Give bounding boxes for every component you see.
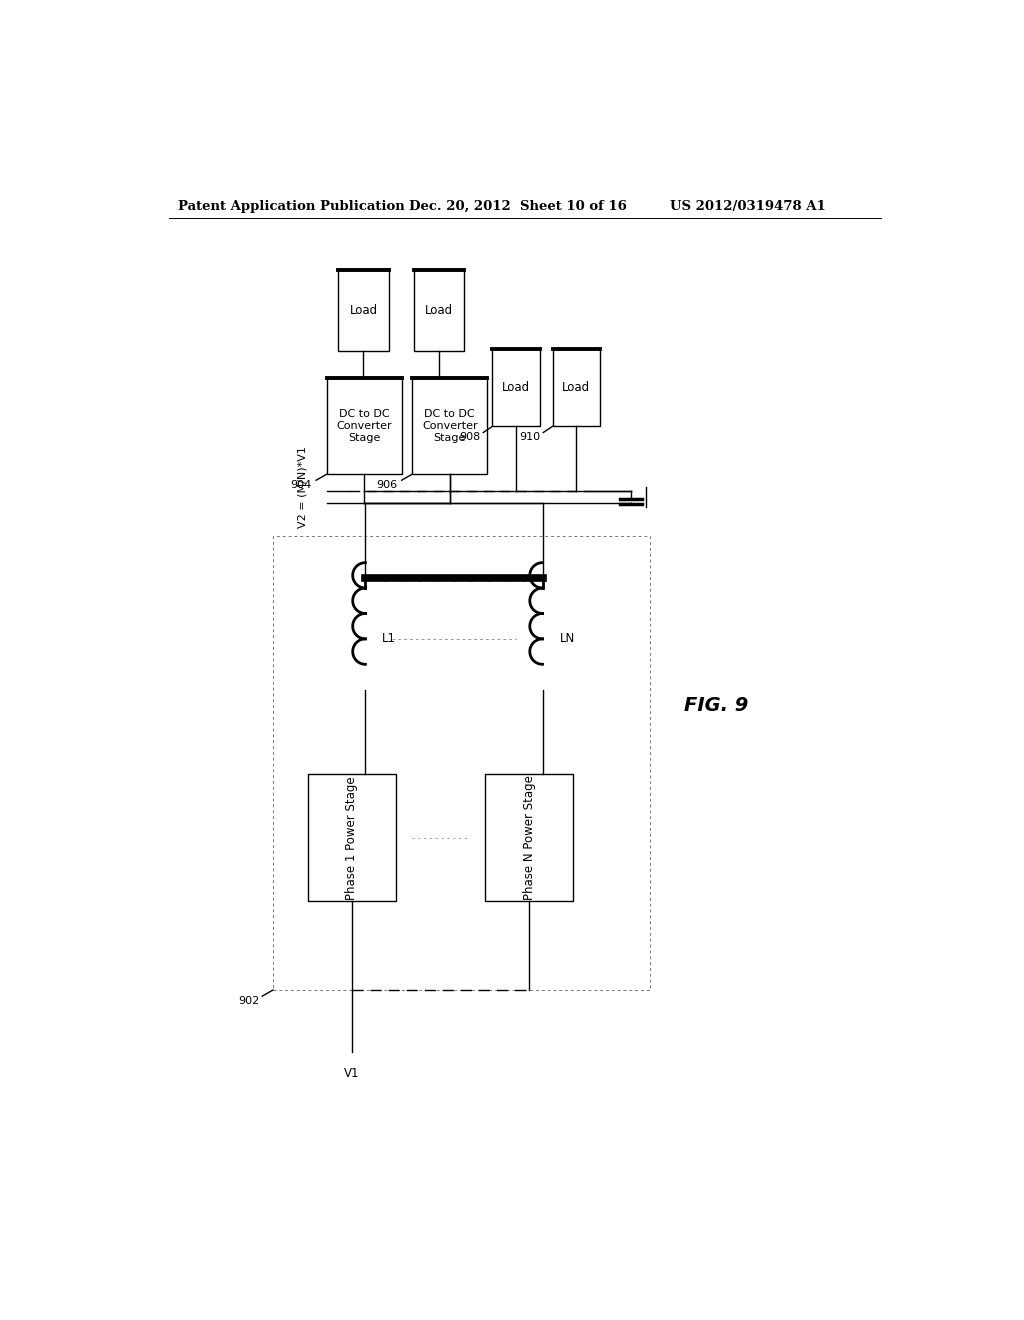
Text: DC to DC
Converter
Stage: DC to DC Converter Stage <box>337 409 392 442</box>
Bar <box>414 271 464 351</box>
Text: 910: 910 <box>519 432 541 442</box>
Text: V2 = (M/N)*V1: V2 = (M/N)*V1 <box>298 446 307 528</box>
Bar <box>339 271 388 351</box>
Text: Phase 1 Power Stage: Phase 1 Power Stage <box>345 776 358 900</box>
Bar <box>553 350 600 426</box>
Bar <box>307 775 396 902</box>
Text: 906: 906 <box>376 480 397 490</box>
Text: Phase N Power Stage: Phase N Power Stage <box>522 775 536 900</box>
Text: 904: 904 <box>290 480 311 490</box>
Bar <box>493 350 541 426</box>
Text: Load: Load <box>502 381 530 395</box>
Text: LN: LN <box>559 632 574 645</box>
Text: Load: Load <box>425 304 453 317</box>
Text: Patent Application Publication: Patent Application Publication <box>178 199 406 213</box>
Text: Load: Load <box>349 304 378 317</box>
Bar <box>327 378 401 474</box>
Text: V1: V1 <box>344 1067 359 1080</box>
Text: Load: Load <box>562 381 591 395</box>
Text: L1: L1 <box>382 632 396 645</box>
Text: 902: 902 <box>238 995 259 1006</box>
Bar <box>484 775 573 902</box>
Bar <box>413 378 487 474</box>
Text: Dec. 20, 2012  Sheet 10 of 16: Dec. 20, 2012 Sheet 10 of 16 <box>410 199 627 213</box>
Text: FIG. 9: FIG. 9 <box>684 696 748 714</box>
Bar <box>273 536 650 990</box>
Text: DC to DC
Converter
Stage: DC to DC Converter Stage <box>422 409 477 442</box>
Text: 908: 908 <box>459 432 480 442</box>
Text: US 2012/0319478 A1: US 2012/0319478 A1 <box>670 199 825 213</box>
